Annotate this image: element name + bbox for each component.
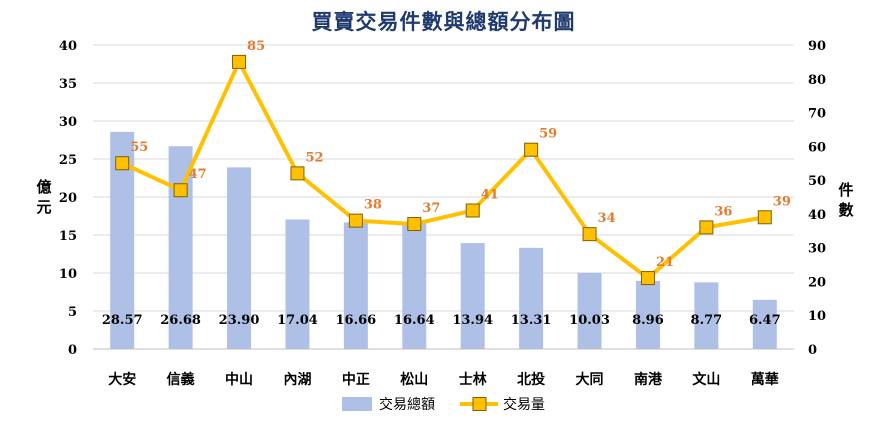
category-label: 中山 xyxy=(225,371,253,388)
right-tick-label: 70 xyxy=(808,107,826,122)
bar xyxy=(343,222,368,349)
category-label: 大安 xyxy=(108,371,136,388)
line-marker xyxy=(524,142,539,157)
category-label: 北投 xyxy=(517,372,545,388)
line-marker xyxy=(173,183,188,198)
left-tick-label: 0 xyxy=(68,343,77,358)
bar-value-label: 26.68 xyxy=(160,313,201,328)
right-tick-label: 30 xyxy=(808,242,826,257)
right-axis-title-char: 數 xyxy=(838,201,853,219)
line-marker xyxy=(232,54,247,69)
left-tick-label: 25 xyxy=(59,153,77,168)
right-axis-title-char: 件 xyxy=(838,181,853,199)
category-label: 中正 xyxy=(342,371,370,388)
line-marker xyxy=(699,220,714,235)
line-value-label: 37 xyxy=(422,201,440,216)
line-marker xyxy=(348,213,363,228)
legend-swatch-bar xyxy=(342,397,372,411)
bar xyxy=(227,167,252,349)
right-tick-label: 80 xyxy=(808,73,826,88)
left-axis-title-char: 億 xyxy=(36,178,51,196)
category-label: 萬華 xyxy=(751,371,779,388)
bar-value-label: 8.77 xyxy=(691,313,723,328)
axes: 0 5 10 15 20 25 30 35 40 0 10 20 30 40 50 60 70 80 90 億元 件數大… xyxy=(36,39,853,388)
line-value-label: 39 xyxy=(773,194,791,209)
line-marker xyxy=(582,227,597,242)
bar-value-label: 13.31 xyxy=(511,313,552,328)
right-tick-label: 10 xyxy=(808,309,826,324)
category-label: 信義 xyxy=(167,371,195,388)
category-label: 文山 xyxy=(692,371,720,388)
right-tick-label: 50 xyxy=(808,174,826,189)
left-tick-label: 15 xyxy=(59,229,77,244)
bar-value-label: 10.03 xyxy=(569,313,610,328)
line-value-label: 21 xyxy=(656,255,674,270)
bar-value-label: 28.57 xyxy=(102,313,143,328)
line-value-label: 38 xyxy=(364,198,382,213)
line-value-label: 59 xyxy=(539,127,557,142)
line-value-label: 41 xyxy=(481,188,499,203)
category-label: 松山 xyxy=(400,371,428,388)
bar xyxy=(168,146,193,349)
line-marker xyxy=(465,203,480,218)
category-label: 士林 xyxy=(459,371,487,388)
line-value-label: 52 xyxy=(305,150,323,165)
category-label: 內湖 xyxy=(283,372,311,388)
bar xyxy=(402,222,427,349)
left-axis-title-char: 元 xyxy=(36,198,51,216)
bar-value-label: 6.47 xyxy=(749,313,781,328)
left-tick-label: 30 xyxy=(59,115,77,130)
bar xyxy=(752,299,777,349)
category-label: 大同 xyxy=(576,371,604,388)
left-tick-label: 20 xyxy=(59,191,77,206)
bar xyxy=(285,219,310,349)
bar-value-label: 17.04 xyxy=(277,313,318,328)
line-series xyxy=(115,54,772,286)
right-tick-label: 20 xyxy=(808,275,826,290)
bar-value-label: 23.90 xyxy=(219,313,260,328)
bar xyxy=(519,247,544,349)
category-label: 南港 xyxy=(634,371,663,388)
left-tick-label: 10 xyxy=(59,267,77,282)
bar-value-label: 16.64 xyxy=(394,313,435,328)
bar-value-label: 8.96 xyxy=(632,313,664,328)
chart-title: 買賣交易件數與總額分布圖 xyxy=(311,10,576,34)
left-tick-label: 5 xyxy=(68,305,77,320)
legend: 交易總額 交易量 xyxy=(342,396,545,413)
bar xyxy=(460,243,485,349)
bar-value-label: 16.66 xyxy=(336,313,377,328)
line-value-label: 47 xyxy=(189,167,207,182)
line-value-label: 34 xyxy=(598,211,616,226)
line-value-label: 36 xyxy=(714,204,732,219)
line-marker xyxy=(757,210,772,225)
bar xyxy=(577,272,602,349)
right-tick-label: 40 xyxy=(808,208,826,223)
line-path xyxy=(121,59,766,281)
right-tick-label: 0 xyxy=(808,343,817,358)
line-marker xyxy=(290,166,305,181)
legend-swatch-marker xyxy=(472,397,487,411)
right-tick-label: 90 xyxy=(808,39,826,54)
legend-label-line: 交易量 xyxy=(503,396,545,413)
line-marker xyxy=(407,217,422,232)
bar-value-label: 13.94 xyxy=(452,313,493,328)
bar xyxy=(694,282,719,349)
data-labels: 28.57 26.68 23.90 17.04 16.66 16.64 13.94 13.31… xyxy=(102,39,791,328)
line-marker xyxy=(640,271,655,286)
left-tick-label: 40 xyxy=(59,39,77,54)
bar-series xyxy=(110,131,777,349)
bar xyxy=(635,280,660,349)
gridlines xyxy=(93,44,794,312)
line-value-label: 55 xyxy=(130,140,148,155)
left-tick-label: 35 xyxy=(59,77,77,92)
line-marker xyxy=(115,156,130,171)
legend-label-bar: 交易總額 xyxy=(379,396,435,413)
right-tick-label: 60 xyxy=(808,140,826,155)
line-value-label: 85 xyxy=(247,39,265,54)
